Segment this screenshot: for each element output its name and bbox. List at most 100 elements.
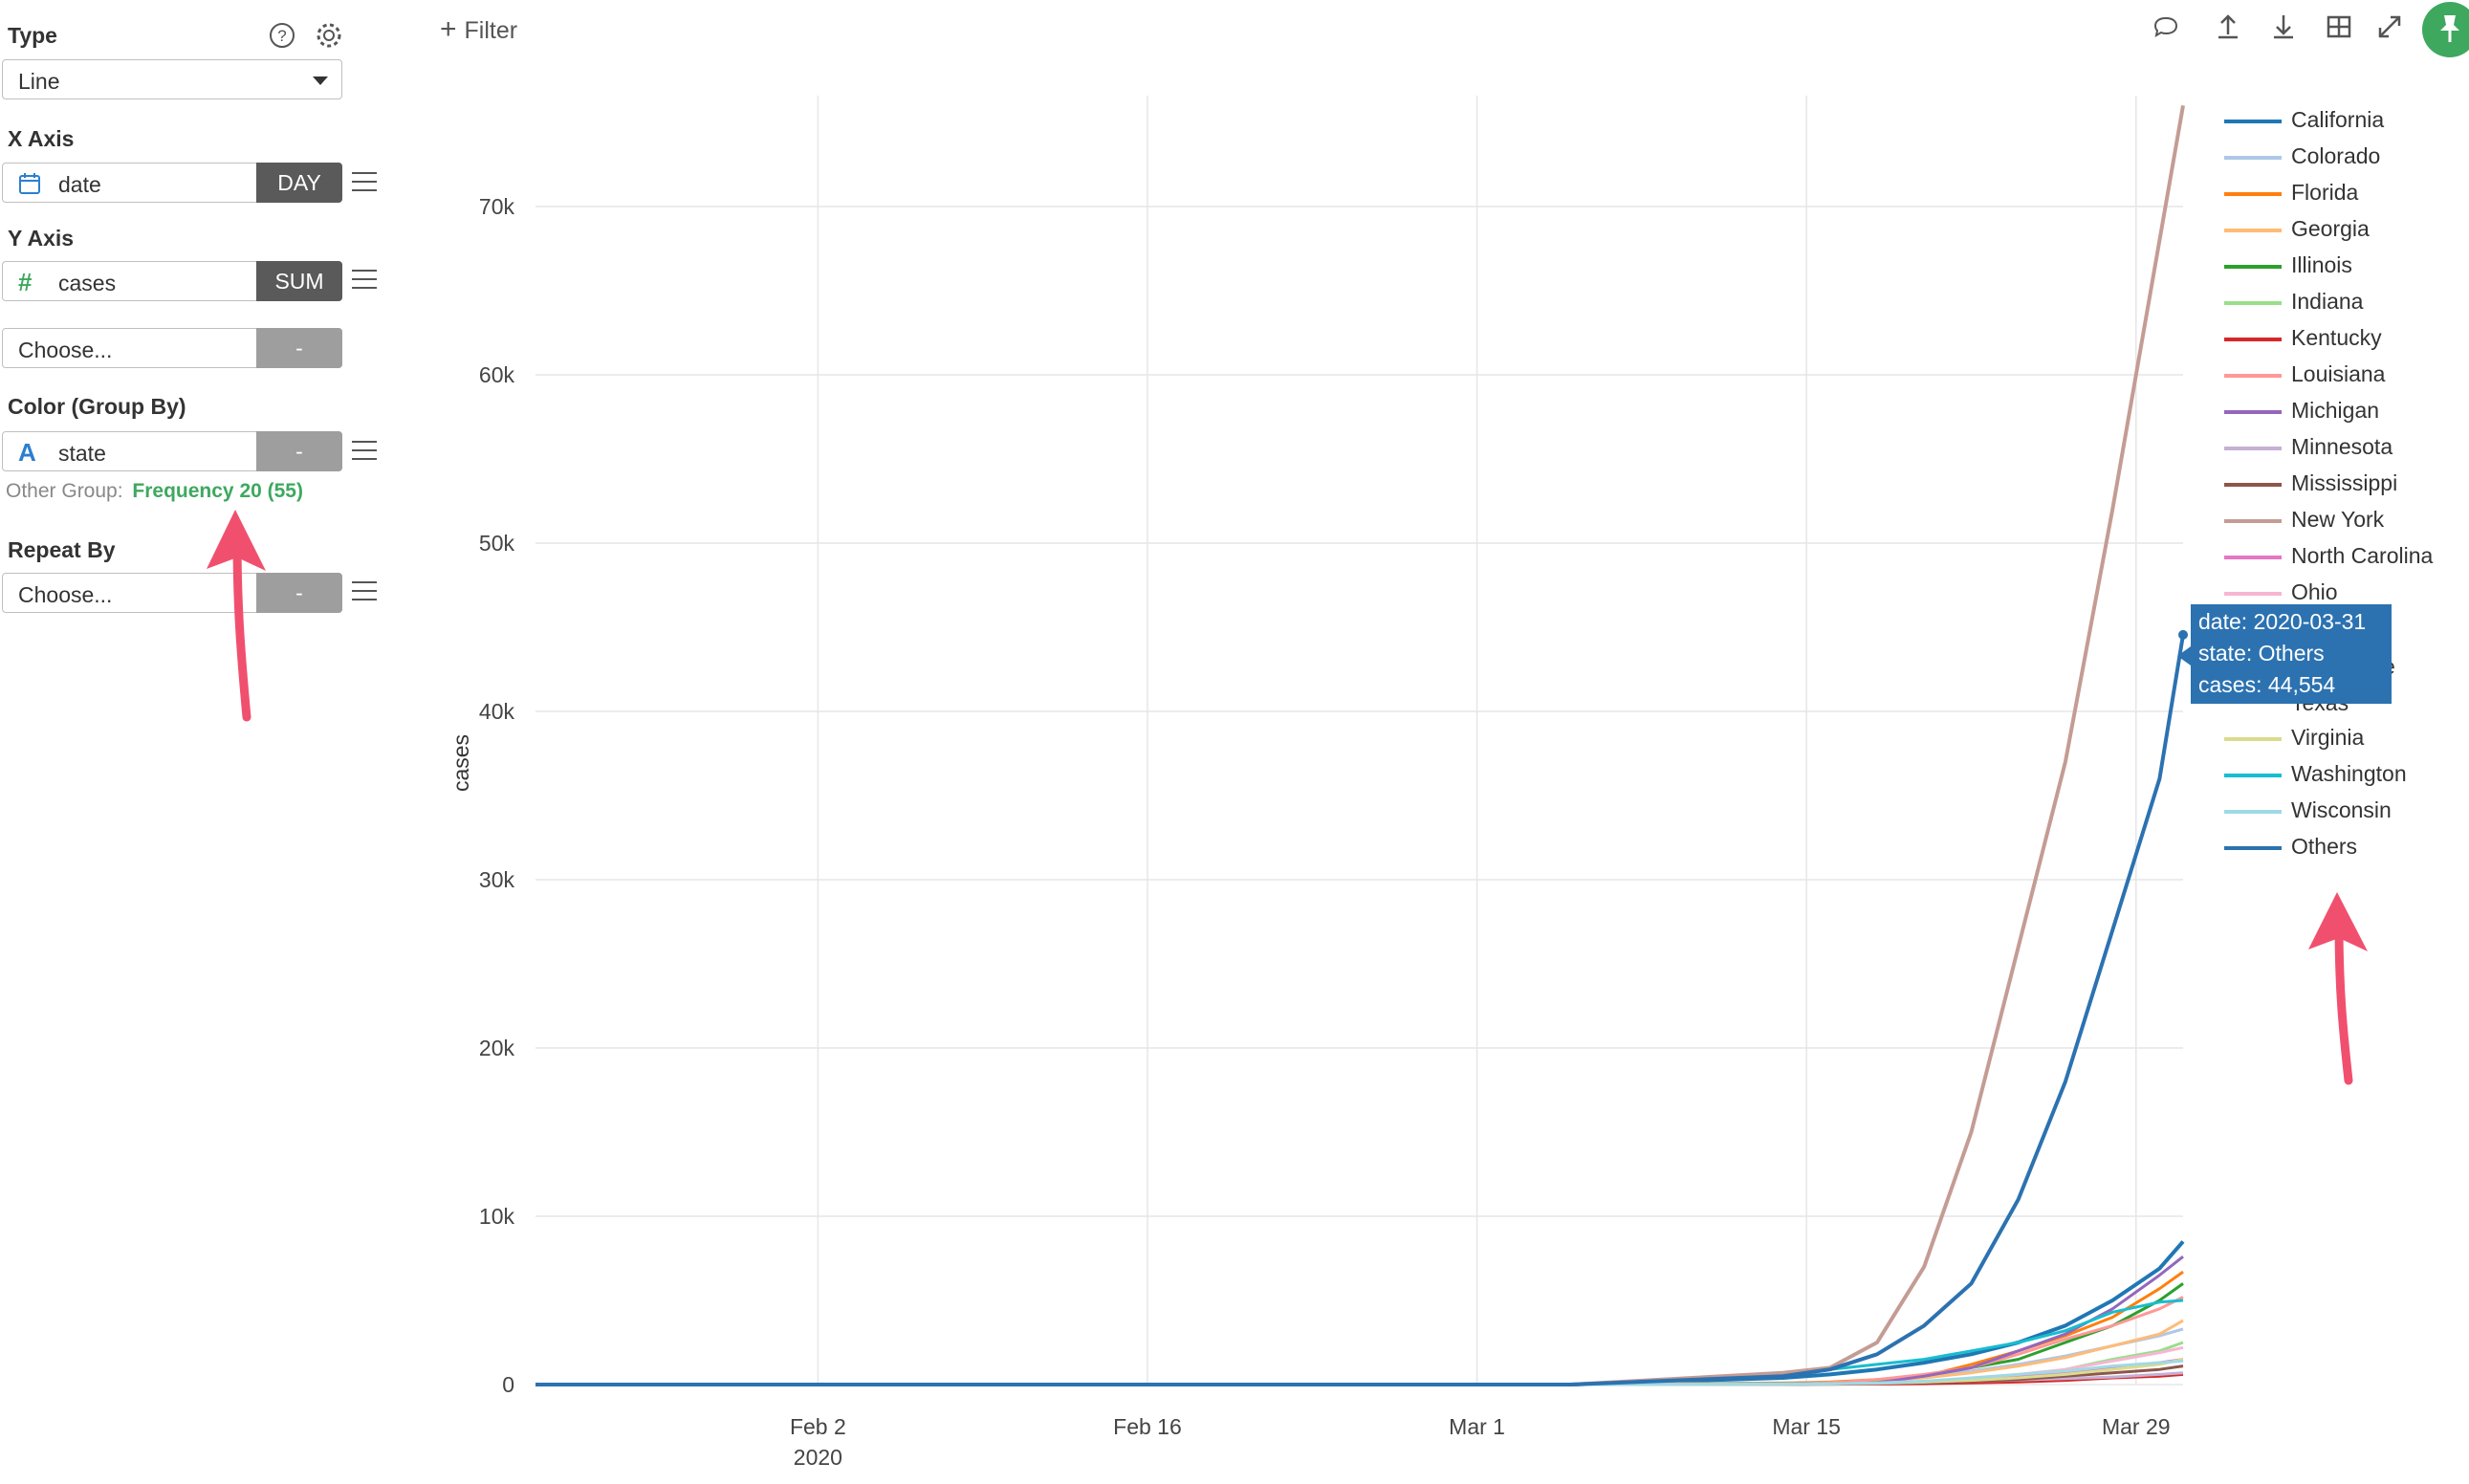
repeat-agg-button[interactable]: -: [256, 573, 342, 613]
x-axis-agg-button[interactable]: DAY: [256, 163, 342, 203]
series-line-michigan[interactable]: [535, 1255, 2184, 1386]
legend-label: Minnesota: [2291, 434, 2393, 459]
legend-label: Florida: [2291, 180, 2359, 205]
annotation-arrow-icon: [2308, 892, 2368, 1085]
color-group-label: Color (Group By): [8, 394, 186, 419]
pin-icon: [2440, 15, 2459, 42]
y-axis-label: Y Axis: [8, 226, 75, 251]
y-axis-agg-button[interactable]: SUM: [256, 261, 342, 301]
series-line-wisconsin[interactable]: [535, 1359, 2184, 1386]
x-tick-label: Mar 1: [1449, 1414, 1505, 1439]
y-axis-field-name: cases: [58, 271, 117, 295]
legend-label: Colorado: [2291, 143, 2381, 168]
other-group-row: Other Group: Frequency 20 (55): [6, 480, 303, 503]
grid-icon[interactable]: [2324, 11, 2354, 42]
upload-icon[interactable]: [2213, 11, 2243, 42]
x-tick-label: Feb 2: [790, 1414, 846, 1439]
legend-swatch: [2224, 156, 2282, 160]
x-axis-menu-icon[interactable]: [352, 172, 377, 191]
series-line-louisiana[interactable]: [535, 1296, 2184, 1386]
legend-swatch: [2224, 192, 2282, 196]
legend-label: Ohio: [2291, 579, 2338, 604]
y2-placeholder: Choose...: [18, 338, 113, 362]
comment-icon[interactable]: [2151, 11, 2181, 42]
legend-label: Washington: [2291, 761, 2407, 786]
repeat-by-label: Repeat By: [8, 537, 116, 562]
series-line-new-york[interactable]: [535, 105, 2185, 1386]
chart-grid: [535, 96, 2183, 1386]
legend-swatch: [2224, 229, 2282, 232]
color-menu-icon[interactable]: [352, 441, 377, 460]
repeat-by-select[interactable]: Choose... -: [2, 573, 342, 613]
legend-label: Georgia: [2291, 216, 2370, 241]
legend-swatch: [2224, 737, 2282, 741]
chart-lines: [535, 105, 2188, 1386]
legend-swatch: [2224, 338, 2282, 341]
x-tick-year-label: 2020: [794, 1445, 842, 1470]
other-group-link[interactable]: Frequency 20 (55): [132, 480, 303, 502]
x-axis-field[interactable]: date DAY: [2, 163, 342, 203]
legend-swatch: [2224, 120, 2282, 123]
legend-label: Illinois: [2291, 252, 2352, 277]
legend-label: Virginia: [2291, 725, 2365, 750]
y-tick-label: 10k: [479, 1204, 515, 1229]
chart-config-sidebar: Type ? Line X Axis date DAY Y Axis # cas…: [0, 0, 402, 1484]
series-line-others[interactable]: [535, 634, 2185, 1386]
y-axis-ticks: 0 10k 20k 30k 40k 50k 60k 70k: [479, 194, 515, 1397]
color-agg-button[interactable]: -: [256, 431, 342, 471]
repeat-placeholder: Choose...: [18, 582, 113, 607]
y-tick-label: 60k: [479, 362, 515, 387]
legend-label: North Carolina: [2291, 543, 2434, 568]
color-field[interactable]: A state -: [2, 431, 342, 471]
repeat-menu-icon[interactable]: [352, 581, 377, 600]
add-filter-button[interactable]: + Filter: [440, 13, 517, 46]
hover-point[interactable]: [2178, 629, 2188, 640]
chart-tooltip: date: 2020-03-31 state: Others cases: 44…: [2177, 604, 2392, 704]
y-axis-title: cases: [448, 734, 473, 792]
legend-swatch: [2224, 846, 2282, 850]
series-line-florida[interactable]: [535, 1270, 2184, 1386]
x-tick-label: Feb 16: [1113, 1414, 1182, 1439]
color-field-name: state: [58, 441, 106, 466]
chevron-down-icon: [313, 76, 328, 85]
type-select[interactable]: Line: [2, 59, 342, 99]
x-axis-ticks: Feb 2 Feb 16 Mar 1 Mar 15 Mar 29 2020: [790, 1414, 2171, 1470]
text-type-icon: A: [18, 438, 36, 467]
legend-label: Indiana: [2291, 289, 2364, 314]
line-chart[interactable]: 0 10k 20k 30k 40k 50k 60k 70k Feb 2 Feb 16 Mar 1 M…: [411, 67, 2247, 1484]
plus-icon: +: [440, 13, 457, 45]
y-tick-label: 40k: [479, 699, 515, 724]
legend-label: Mississippi: [2291, 470, 2398, 495]
x-axis-label: X Axis: [8, 126, 75, 151]
y-axis-field[interactable]: # cases SUM: [2, 261, 342, 301]
y-tick-label: 20k: [479, 1036, 515, 1060]
tooltip-date: date: 2020-03-31: [2198, 609, 2367, 634]
pin-button[interactable]: [2422, 2, 2469, 57]
download-icon[interactable]: [2268, 11, 2299, 42]
y-tick-label: 30k: [479, 867, 515, 892]
y2-field-select[interactable]: Choose... -: [2, 328, 342, 368]
x-axis-field-name: date: [58, 172, 101, 197]
legend-swatch: [2224, 483, 2282, 487]
gear-icon[interactable]: [315, 21, 343, 50]
legend-swatch: [2224, 374, 2282, 378]
legend-swatch: [2224, 410, 2282, 414]
expand-icon[interactable]: [2374, 11, 2405, 42]
series-line-indiana[interactable]: [535, 1341, 2184, 1386]
legend-label: Wisconsin: [2291, 797, 2392, 822]
y-tick-label: 50k: [479, 531, 515, 556]
y-tick-label: 70k: [479, 194, 515, 219]
type-label: Type: [8, 23, 57, 48]
tooltip-state: state: Others: [2198, 641, 2325, 666]
legend-label: Louisiana: [2291, 361, 2386, 386]
legend-label: Others: [2291, 834, 2358, 859]
series-line-illinois[interactable]: [535, 1282, 2184, 1386]
x-tick-label: Mar 15: [1772, 1414, 1841, 1439]
y2-agg-button[interactable]: -: [256, 328, 342, 368]
y-axis-menu-icon[interactable]: [352, 270, 377, 289]
legend-swatch: [2224, 556, 2282, 559]
annotation-arrow-icon: [207, 510, 266, 722]
help-icon[interactable]: ?: [268, 21, 296, 50]
x-tick-label: Mar 29: [2102, 1414, 2171, 1439]
legend-swatch: [2224, 774, 2282, 777]
